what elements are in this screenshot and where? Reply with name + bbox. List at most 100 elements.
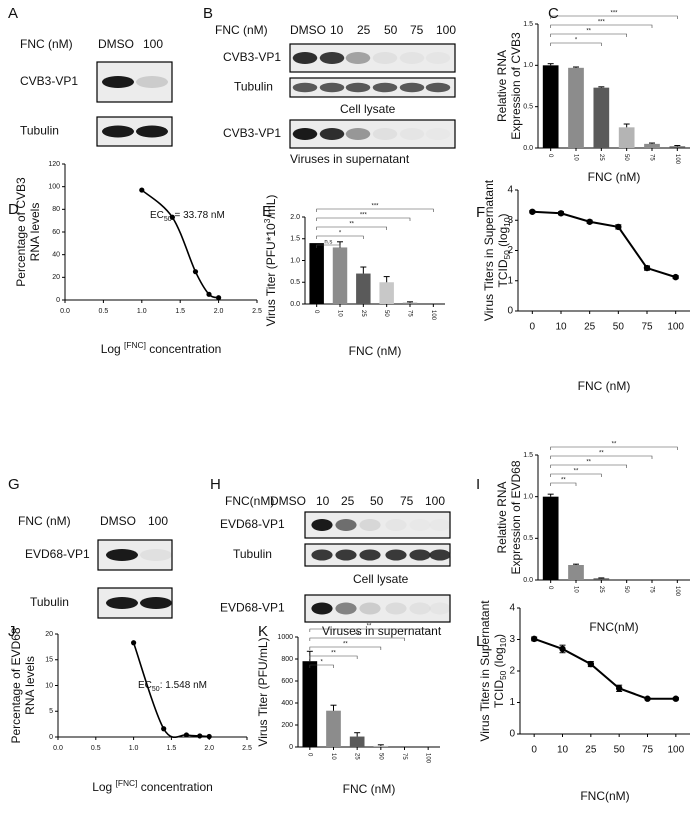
y-tick-label: 4 <box>507 185 513 196</box>
significance-bracket <box>550 42 602 46</box>
significance-label: *** <box>598 20 606 26</box>
blot-band <box>372 52 398 64</box>
x-tick-label: 75 <box>641 322 653 333</box>
bar <box>356 273 371 304</box>
bar <box>379 282 394 304</box>
blot-band <box>292 82 318 93</box>
text-segment: 50 <box>498 670 508 680</box>
significance-label: * <box>320 660 323 666</box>
x-tick-label: 1.5 <box>175 308 185 315</box>
point <box>206 291 212 297</box>
row-label: Tubulin <box>234 80 273 94</box>
x-tick-label: 75 <box>406 310 412 317</box>
blot-band <box>385 549 407 561</box>
x-tick-label: 100 <box>674 154 680 165</box>
blot-band <box>399 82 425 93</box>
blot-band <box>429 519 450 531</box>
x-tick-label: 100 <box>667 745 684 756</box>
y-tick-label: 100 <box>48 184 60 191</box>
bar <box>402 302 418 304</box>
lane-label: 10 <box>330 23 344 37</box>
bar <box>593 87 610 148</box>
fit-curve <box>141 189 219 299</box>
row-label: EVD68-VP1 <box>220 517 285 531</box>
x-tick-label: 50 <box>383 310 389 317</box>
lane-label: 50 <box>370 494 384 508</box>
significance-label: *** <box>360 213 368 219</box>
blot-band <box>136 76 168 88</box>
blot-frame <box>289 119 456 149</box>
point <box>197 733 203 739</box>
y-tick-label: 2 <box>509 666 515 677</box>
row-label: EVD68-VP1 <box>220 601 285 615</box>
text-segment: ) <box>492 634 506 638</box>
blot-caption: Cell lysate <box>353 572 409 586</box>
panel-label: G <box>8 476 20 493</box>
y-tick-label: 15 <box>45 657 53 664</box>
point <box>529 208 536 215</box>
significance-label: ** <box>599 451 604 457</box>
annotation: EC50: 1.548 nM <box>138 680 207 693</box>
x-tick-label: 25 <box>360 310 366 317</box>
point <box>183 732 190 738</box>
x-tick-label: 50 <box>614 745 626 756</box>
x-tick-label: 0 <box>306 753 312 757</box>
point <box>192 269 199 275</box>
significance-bracket <box>550 473 602 477</box>
y-tick-label: 5 <box>49 708 53 715</box>
y-tick-label: 0 <box>507 306 513 317</box>
blot-band <box>292 52 318 64</box>
blot-band <box>359 519 381 531</box>
y-axis-label: Virus Titers in Supernatant <box>478 600 492 742</box>
blot-frame <box>289 77 456 98</box>
y-tick-label: 0.5 <box>290 279 300 286</box>
lane-label: 75 <box>410 23 424 37</box>
blot-band <box>400 128 425 140</box>
lane-label: 100 <box>425 494 445 508</box>
point <box>530 635 538 643</box>
x-tick-label: 1.0 <box>137 308 147 315</box>
text-segment: concentration <box>146 342 221 356</box>
x-tick-label: 100 <box>674 586 680 597</box>
point <box>139 187 145 193</box>
y-tick-label: 200 <box>281 722 293 729</box>
x-tick-label: 2.0 <box>204 745 214 752</box>
significance-label: ** <box>331 651 336 657</box>
panel-label: F <box>476 204 485 221</box>
x-axis-label: FNC (nM) <box>349 344 402 358</box>
text-segment: : 1.548 nM <box>160 680 207 691</box>
blot-band <box>292 128 318 140</box>
x-tick-label: 0 <box>313 310 319 314</box>
y-tick-label: 1 <box>509 697 515 708</box>
significance-label: ** <box>561 478 566 484</box>
point <box>557 210 565 217</box>
y-tick-label: 1.0 <box>290 257 300 264</box>
blot-band <box>426 52 451 64</box>
text-segment: (log <box>496 227 510 250</box>
significance-bracket <box>316 244 341 248</box>
condition-label: FNC (nM) <box>215 23 268 37</box>
x-tick-label: 10 <box>572 586 578 593</box>
panel-label: E <box>262 203 272 220</box>
x-tick-label: 1.5 <box>167 745 177 752</box>
bar <box>568 67 584 148</box>
lane-label: 100 <box>143 37 163 51</box>
bar <box>669 146 686 148</box>
point <box>644 695 651 702</box>
significance-bracket <box>309 628 429 632</box>
x-tick-label: 0 <box>547 154 553 158</box>
line <box>532 210 676 279</box>
significance-label: * <box>339 231 342 237</box>
panel-label: A <box>8 5 18 22</box>
significance-bracket <box>550 455 653 459</box>
x-tick-label: 25 <box>598 586 604 593</box>
y-tick-label: 0.5 <box>523 535 533 542</box>
lane-label: 25 <box>357 23 371 37</box>
point <box>559 645 566 653</box>
x-tick-label: 75 <box>401 753 407 760</box>
text-segment: [FNC] <box>116 778 138 788</box>
lane-label: DMSO <box>98 37 134 51</box>
bar <box>644 143 660 148</box>
text-segment: EC <box>138 680 152 691</box>
blot-band <box>345 52 371 64</box>
